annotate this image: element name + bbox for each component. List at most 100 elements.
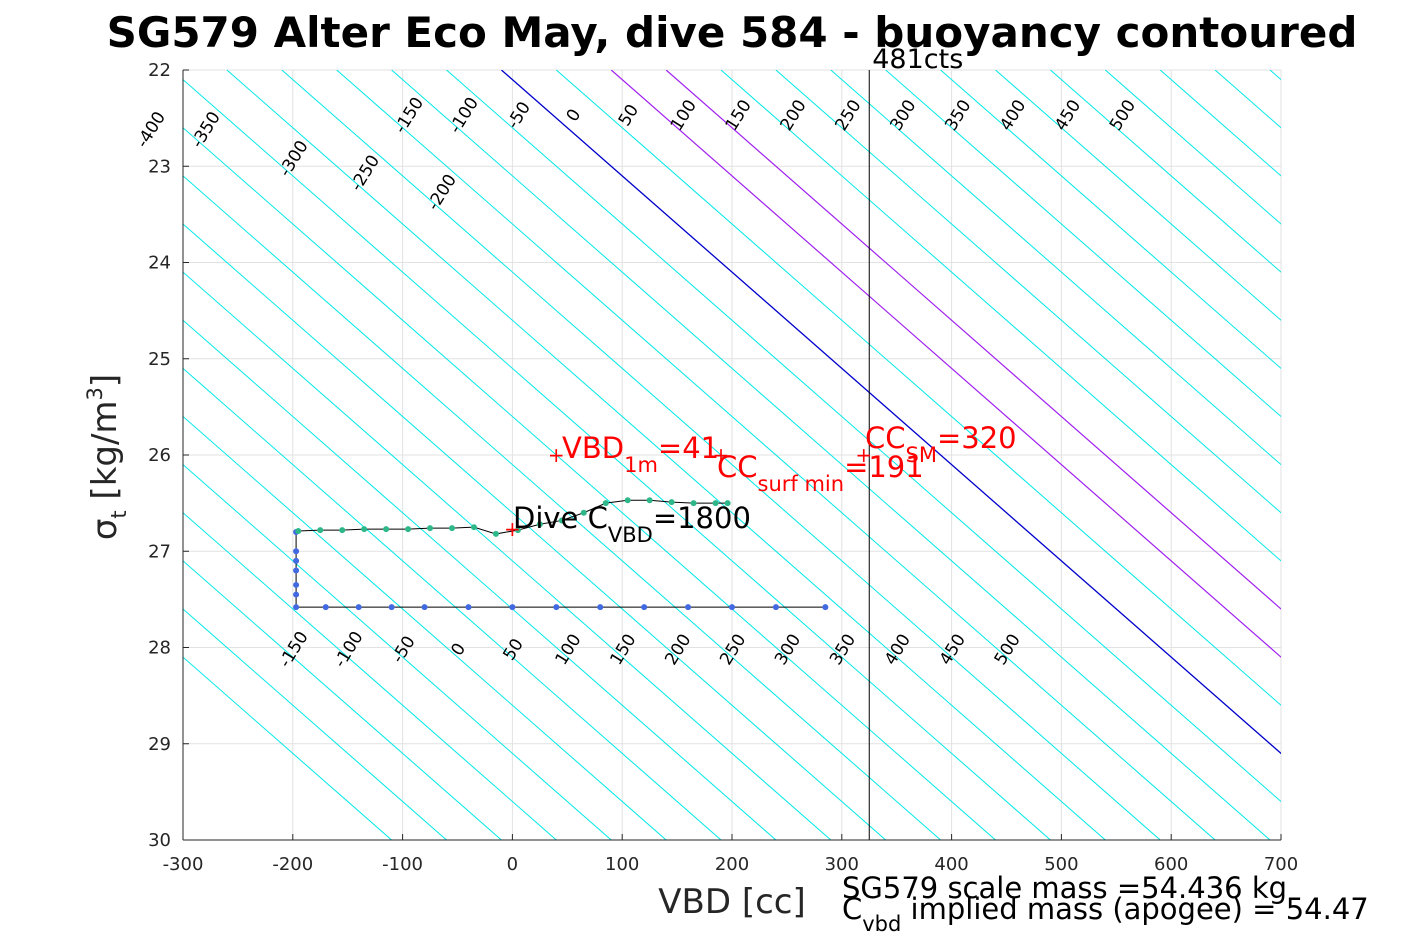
data-point — [580, 509, 587, 516]
x-tick-label: 500 — [1044, 854, 1078, 875]
contour-line — [610, 70, 1281, 658]
y-axis-label: σt [kg/m3] — [83, 374, 131, 540]
y-tick-label: 29 — [148, 734, 171, 755]
x-tick-label: -300 — [163, 854, 204, 875]
plus-marker: + — [504, 517, 521, 541]
contour-line — [183, 560, 502, 840]
contour-line — [226, 70, 1106, 840]
data-point — [470, 524, 477, 531]
contour-line — [995, 70, 1281, 321]
data-point — [383, 526, 390, 533]
data-point — [624, 497, 631, 504]
contour-label: -400 — [133, 108, 170, 151]
data-point — [322, 604, 329, 611]
x-tick-label: 0 — [507, 854, 518, 875]
scale-mass-text: SG579 scale mass =54.436 kg — [842, 871, 1287, 905]
annotations: VBD1m=41 CCsurf min=191 CCSM=320 Dive CV… — [513, 421, 1017, 547]
data-point — [514, 527, 521, 534]
x-tick-label: 400 — [934, 854, 968, 875]
vbd-1m-annotation: VBD1m=41 — [562, 431, 719, 477]
x-tick-label: 300 — [825, 854, 859, 875]
contour-line — [183, 608, 447, 840]
data-point — [553, 604, 560, 611]
dive-c-vbd-annotation: Dive CVBD=1800 — [513, 501, 751, 547]
data-point — [597, 604, 604, 611]
data-point — [449, 525, 456, 532]
contour-line — [183, 127, 996, 840]
contour-line — [885, 70, 1281, 418]
y-tick-label: 25 — [148, 349, 171, 370]
data-point — [293, 604, 300, 611]
data-point — [361, 526, 368, 533]
plus-marker: + — [713, 443, 730, 467]
data-point — [641, 604, 648, 611]
cc-sm-annotation: CCSM=320 — [865, 421, 1017, 467]
contour-line — [446, 70, 1281, 803]
contour-line — [183, 78, 1051, 840]
y-tick-labels: 22 23 24 25 26 27 28 29 30 — [148, 60, 189, 851]
contour-line — [336, 70, 1216, 840]
y-tick-label: 26 — [148, 445, 171, 466]
contour-line — [1325, 70, 1417, 840]
data-point — [492, 530, 499, 537]
implied-mass-text: Cvbd implied mass (apogee) = 54.47 — [842, 892, 1369, 936]
data-point — [729, 604, 735, 611]
data-point — [295, 528, 302, 535]
data-point — [293, 567, 300, 574]
contour-line — [183, 656, 392, 840]
contour-line — [830, 70, 1281, 466]
data-point — [772, 604, 779, 611]
contour-line — [775, 70, 1281, 514]
data-point — [293, 548, 300, 555]
data-point — [558, 517, 565, 524]
contour-line — [183, 175, 941, 840]
data-point — [355, 604, 362, 611]
contour-lines — [183, 70, 1417, 840]
data-point — [690, 500, 697, 507]
data-point — [602, 500, 609, 507]
data-point — [339, 527, 346, 534]
y-tick-label: 30 — [148, 830, 171, 851]
x-tick-label: 200 — [715, 854, 749, 875]
data-point — [668, 499, 675, 506]
contour-line — [1050, 70, 1281, 273]
data-point — [536, 521, 543, 528]
cc-surf-min-annotation: CCsurf min=191 — [717, 450, 924, 496]
x-tick-labels: -300 -200 -100 0 100 200 300 400 500 600 700 — [163, 834, 1298, 875]
reference-line-label: 481cts — [872, 44, 963, 75]
plus-marker: + — [548, 443, 565, 467]
data-point — [388, 604, 395, 611]
contour-line — [1104, 70, 1281, 225]
contour-line — [940, 70, 1281, 370]
data-point — [293, 591, 300, 598]
x-tick-label: 100 — [605, 854, 639, 875]
y-tick-label: 28 — [148, 638, 171, 659]
contour-line — [183, 415, 667, 840]
y-tick-label: 22 — [148, 60, 171, 81]
contour-line — [183, 271, 832, 840]
y-tick-label: 23 — [148, 156, 171, 177]
data-point — [421, 604, 428, 611]
contour-line — [1269, 70, 1281, 81]
contour-line — [183, 463, 612, 840]
data-point — [427, 525, 434, 532]
contour-line — [281, 70, 1161, 840]
chart-title: SG579 Alter Eco May, dive 584 - buoyancy… — [107, 8, 1358, 57]
data-point — [317, 527, 324, 534]
contour-line — [665, 70, 1281, 610]
x-tick-label: 600 — [1154, 854, 1188, 875]
data-point — [405, 526, 412, 533]
x-tick-label: 700 — [1264, 854, 1298, 875]
y-tick-label: 24 — [148, 253, 171, 274]
y-tick-label: 27 — [148, 541, 171, 562]
x-tick-label: -100 — [382, 854, 423, 875]
contour-line — [555, 70, 1281, 706]
x-tick-label: -200 — [272, 854, 313, 875]
data-series: + + + + — [293, 344, 872, 611]
data-point — [685, 604, 692, 611]
data-point — [712, 500, 719, 507]
contour-line — [183, 512, 557, 840]
reference-lines: 481cts1cts — [868, 44, 963, 840]
contour-line — [1380, 70, 1417, 840]
